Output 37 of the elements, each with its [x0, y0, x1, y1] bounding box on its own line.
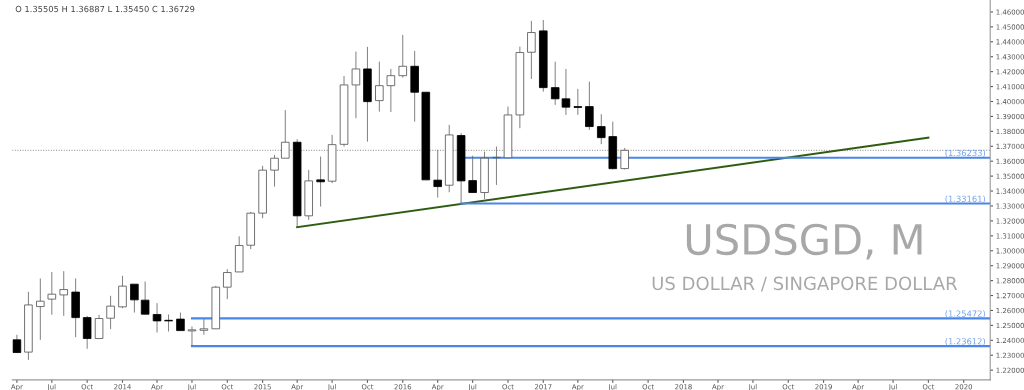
candlestick — [281, 109, 290, 159]
candlestick — [59, 270, 68, 317]
candlestick — [223, 268, 232, 300]
candlestick — [468, 155, 477, 193]
candlestick — [199, 318, 209, 336]
annotation: (1.25472) — [945, 310, 986, 318]
candlestick — [164, 314, 173, 332]
candlestick — [130, 283, 139, 313]
candlestick — [585, 81, 594, 131]
candlestick — [106, 295, 115, 330]
candlestick — [492, 146, 501, 186]
candlestick — [140, 281, 150, 315]
candlestick — [386, 68, 396, 113]
annotation: (1.23612) — [945, 338, 986, 346]
candlestick — [187, 326, 197, 347]
candlestick — [176, 312, 185, 332]
candlestick — [597, 113, 606, 145]
candlestick — [351, 51, 361, 119]
candlestick — [316, 156, 325, 207]
candlestick — [118, 275, 127, 309]
text: USDSGD, M — [686, 223, 922, 260]
candlestick — [82, 315, 92, 350]
text: US DOLLAR / SINGAPORE DOLLAR — [652, 276, 958, 292]
candlestick — [433, 149, 442, 199]
annotation: O 1.35505 H 1.36887 L 1.35450 C 1.36729 — [15, 5, 195, 13]
candlestick — [12, 334, 22, 354]
candlestick — [573, 88, 583, 116]
candlestick — [152, 302, 162, 333]
candlestick — [94, 314, 104, 339]
candlestick — [527, 20, 536, 80]
annotation: (1.36233) — [945, 149, 986, 158]
candlestick — [270, 154, 279, 187]
annotation: (1.33161) — [945, 195, 986, 203]
candlestick — [398, 34, 408, 79]
candlestick — [36, 278, 45, 341]
candlestick — [375, 61, 384, 113]
candlestick — [47, 271, 57, 316]
